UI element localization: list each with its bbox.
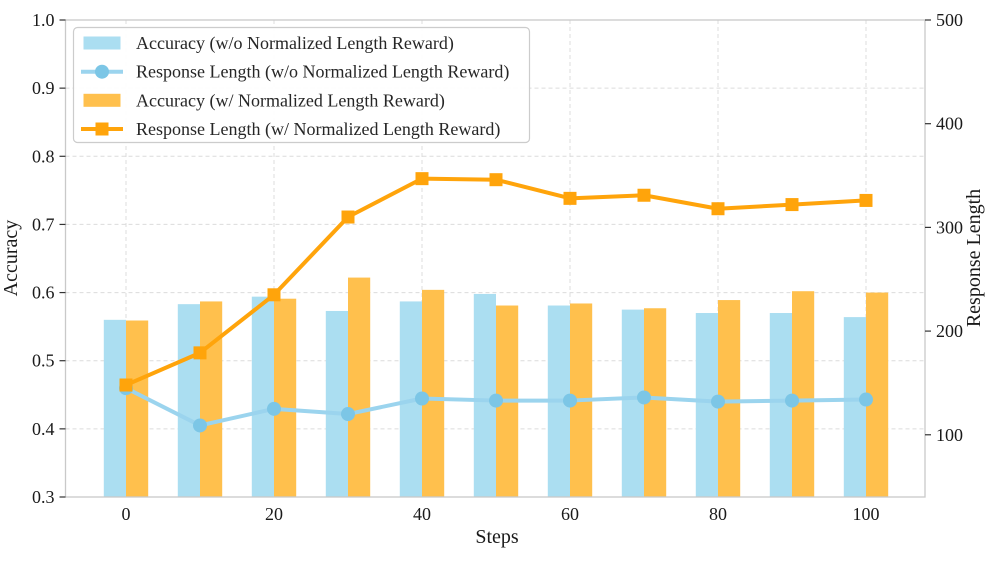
bar bbox=[473, 293, 496, 497]
legend-circle-marker bbox=[95, 64, 109, 79]
legend-item-label: Accuracy (w/ Normalized Length Reward) bbox=[136, 90, 445, 111]
line-response-length-wo-nlr bbox=[119, 381, 873, 433]
left-tick-label: 0.7 bbox=[32, 214, 55, 234]
response-length-lines bbox=[119, 172, 873, 433]
plot-frame bbox=[64, 19, 926, 498]
square-marker bbox=[859, 193, 873, 207]
circle-marker bbox=[859, 392, 873, 407]
bar bbox=[177, 304, 200, 497]
circle-marker bbox=[489, 393, 503, 408]
legend-item: Accuracy (w/ Normalized Length Reward) bbox=[83, 90, 445, 111]
circle-marker bbox=[415, 391, 429, 406]
square-marker bbox=[489, 173, 503, 187]
bar bbox=[792, 291, 815, 497]
legend: Accuracy (w/o Normalized Length Reward) R… bbox=[72, 26, 531, 144]
bar bbox=[251, 296, 274, 497]
square-marker bbox=[341, 210, 355, 224]
circle-marker bbox=[267, 401, 281, 416]
left-tick-label: 0.4 bbox=[32, 419, 55, 439]
left-tick-label: 0.5 bbox=[32, 351, 55, 371]
bar bbox=[866, 292, 889, 497]
right-tick-label: 400 bbox=[936, 114, 963, 134]
square-marker bbox=[267, 288, 281, 302]
bar bbox=[843, 317, 866, 497]
square-marker bbox=[785, 198, 799, 212]
legend-item: Response Length (w/ Normalized Length Re… bbox=[81, 119, 500, 140]
left-axis-title: Accuracy bbox=[0, 220, 22, 297]
bar bbox=[644, 308, 667, 497]
x-tick-label: 80 bbox=[709, 504, 727, 524]
square-marker bbox=[119, 378, 133, 392]
bar bbox=[621, 309, 644, 497]
accuracy-bars bbox=[103, 277, 889, 497]
square-marker bbox=[415, 172, 429, 186]
bar bbox=[769, 313, 792, 497]
circle-marker bbox=[341, 407, 355, 422]
square-marker bbox=[563, 191, 577, 205]
bar bbox=[325, 310, 348, 497]
circle-marker bbox=[637, 390, 651, 405]
right-tick-label: 300 bbox=[936, 217, 963, 237]
legend-bar-swatch bbox=[83, 93, 121, 107]
x-tick-label: 60 bbox=[561, 504, 579, 524]
x-tick-label: 20 bbox=[265, 504, 283, 524]
left-tick-label: 0.9 bbox=[32, 78, 55, 98]
square-marker bbox=[637, 188, 651, 202]
x-tick-label: 0 bbox=[122, 504, 131, 524]
legend-square-marker bbox=[95, 122, 109, 136]
right-tick-label: 500 bbox=[936, 10, 963, 30]
circle-marker bbox=[785, 393, 799, 408]
bar bbox=[348, 277, 371, 497]
square-marker bbox=[711, 202, 725, 216]
bar bbox=[718, 300, 741, 497]
circle-marker bbox=[193, 418, 207, 433]
x-tick-label: 100 bbox=[853, 504, 880, 524]
circle-marker bbox=[563, 393, 577, 408]
legend-bar-swatch bbox=[83, 36, 121, 50]
left-tick-label: 0.8 bbox=[32, 146, 55, 166]
legend-item-label: Response Length (w/o Normalized Length R… bbox=[136, 62, 509, 83]
line-response-length-w-nlr bbox=[119, 172, 873, 392]
bar bbox=[274, 298, 297, 497]
right-axis-title: Response Length bbox=[963, 189, 985, 327]
bar bbox=[126, 320, 149, 497]
square-marker bbox=[193, 346, 207, 360]
right-tick-label: 100 bbox=[936, 425, 963, 445]
x-tick-label: 40 bbox=[413, 504, 431, 524]
bar bbox=[695, 313, 718, 497]
legend-item-label: Response Length (w/ Normalized Length Re… bbox=[136, 119, 500, 140]
axis-ticks: 0.3 0.4 0.5 0.6 0.7 0.8 0.9 1.0 100 200 300 400 500 0… bbox=[32, 10, 963, 524]
x-axis-title: Steps bbox=[475, 526, 519, 548]
circle-marker bbox=[711, 394, 725, 409]
left-tick-label: 0.6 bbox=[32, 283, 55, 303]
bar bbox=[200, 301, 223, 497]
legend-box bbox=[72, 26, 531, 144]
legend-item: Response Length (w/o Normalized Length R… bbox=[81, 62, 509, 83]
legend-item-label: Accuracy (w/o Normalized Length Reward) bbox=[136, 33, 454, 54]
bar bbox=[422, 289, 445, 497]
legend-item: Accuracy (w/o Normalized Length Reward) bbox=[83, 33, 454, 54]
right-tick-label: 200 bbox=[936, 321, 963, 341]
left-tick-label: 1.0 bbox=[32, 10, 55, 30]
axes-frame bbox=[64, 19, 926, 498]
left-tick-label: 0.3 bbox=[32, 487, 55, 507]
bar bbox=[103, 319, 126, 497]
